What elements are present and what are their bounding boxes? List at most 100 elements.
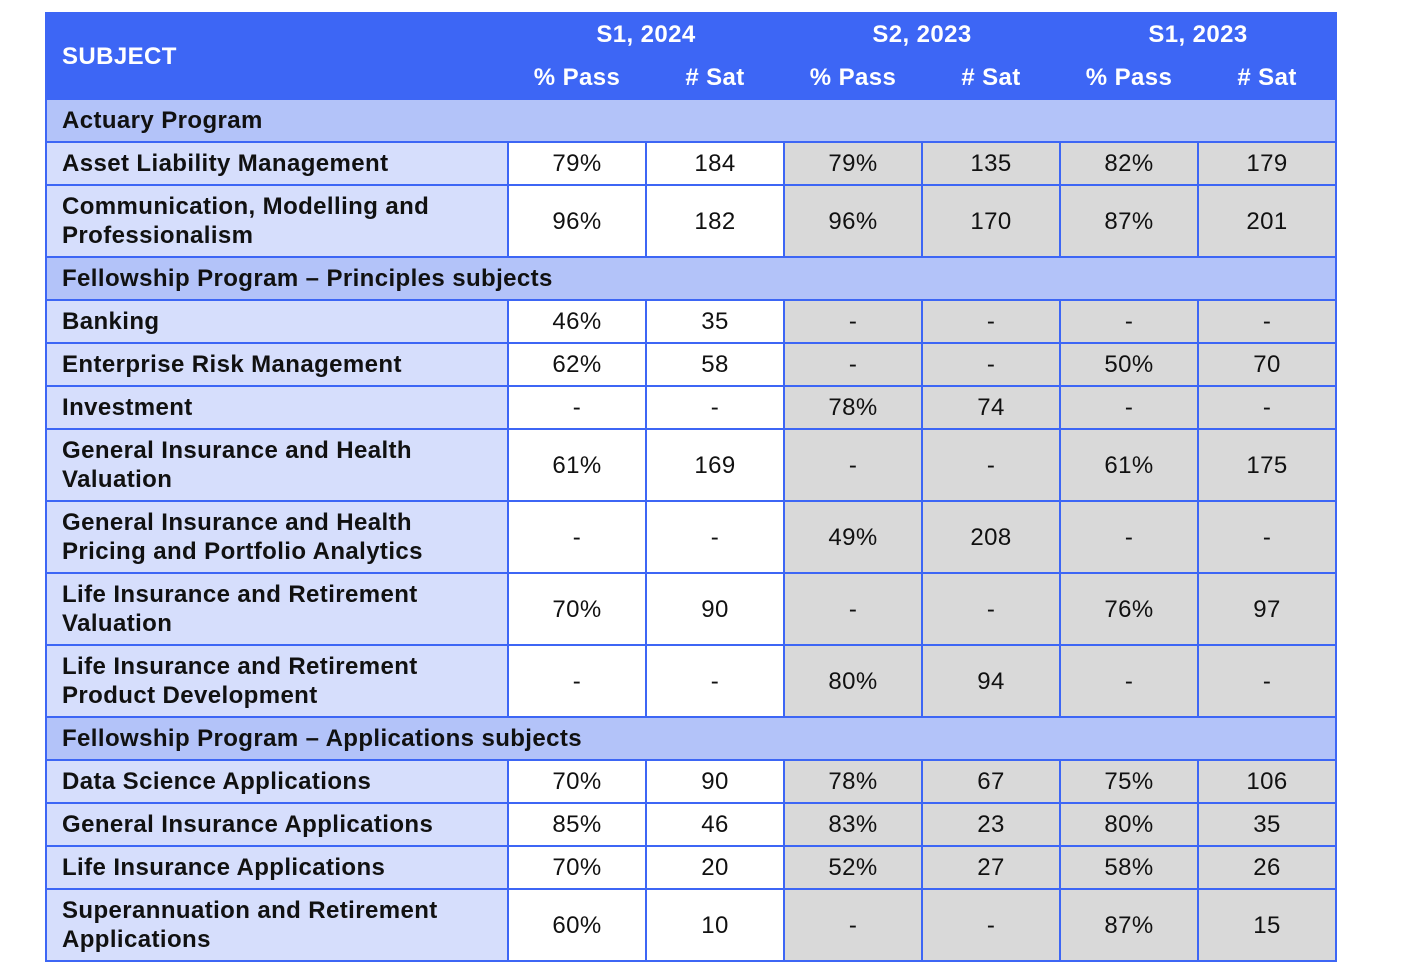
- value-cell: -: [921, 428, 1062, 502]
- value-cell: 23: [921, 802, 1062, 847]
- section-title: Fellowship Program – Applications subjec…: [44, 716, 1338, 761]
- value-cell: 83%: [783, 802, 924, 847]
- value-cell: 74: [921, 385, 1062, 430]
- subject-cell: Life Insurance and Retirement Valuation: [45, 572, 509, 646]
- column-header: # Sat: [921, 55, 1062, 100]
- value-cell: -: [921, 299, 1062, 344]
- value-cell: 80%: [783, 644, 924, 718]
- value-cell: 90: [644, 572, 786, 646]
- subject-name: Life Insurance Applications: [62, 854, 386, 881]
- value-cell: -: [1059, 500, 1200, 574]
- value-cell: 82%: [1059, 141, 1200, 186]
- value-cell: 87%: [1059, 888, 1200, 962]
- value-cell: -: [921, 342, 1062, 387]
- value-cell: 94: [921, 644, 1062, 718]
- subject-name: General Insurance Applications: [62, 811, 434, 838]
- value-cell: -: [783, 888, 924, 962]
- value-cell: -: [644, 500, 786, 574]
- value-cell: -: [1059, 299, 1200, 344]
- results-table: SUBJECT S1, 2024 S2, 2023 S1, 2023 % Pass #…: [44, 12, 1338, 962]
- column-header: % Pass: [783, 55, 924, 100]
- value-cell: 58: [644, 342, 786, 387]
- subject-name: Life Insurance and Retirement Product De…: [62, 653, 418, 709]
- value-cell: 20: [644, 845, 786, 890]
- value-cell: 15: [1197, 888, 1338, 962]
- value-cell: 61%: [507, 428, 647, 502]
- period-header: S1, 2023: [1059, 12, 1338, 57]
- header-row: % Pass # Sat% Pass # Sat% Pass # Sat: [46, 55, 1338, 100]
- section-title: Actuary Program: [44, 98, 1338, 143]
- value-cell: -: [1197, 385, 1338, 430]
- data-row: Communication, Modelling and Professiona…: [45, 184, 1338, 258]
- value-cell: 96%: [783, 184, 924, 258]
- subject-cell: Communication, Modelling and Professiona…: [45, 184, 509, 258]
- value-cell: -: [783, 299, 924, 344]
- value-cell: 70%: [507, 572, 647, 646]
- value-cell: 208: [921, 500, 1062, 574]
- column-header: % Pass: [1059, 55, 1200, 100]
- subject-name: Superannuation and Retirement Applicatio…: [62, 897, 438, 953]
- subject-name: Investment: [62, 394, 193, 421]
- value-cell: 10: [644, 888, 786, 962]
- value-cell: 201: [1197, 184, 1338, 258]
- data-row: Superannuation and Retirement Applicatio…: [45, 888, 1338, 962]
- value-cell: -: [1059, 644, 1200, 718]
- value-cell: 70: [1197, 342, 1338, 387]
- subject-name: Enterprise Risk Management: [62, 351, 402, 378]
- section-title: Fellowship Program – Principles subjects: [44, 256, 1338, 301]
- value-cell: 27: [921, 845, 1062, 890]
- data-row: Life Insurance and Retirement Valuation 7…: [45, 572, 1338, 646]
- subject-cell: Data Science Applications: [45, 759, 509, 804]
- value-cell: 85%: [507, 802, 647, 847]
- value-cell: 76%: [1059, 572, 1200, 646]
- subject-cell: General Insurance Applications: [45, 802, 509, 847]
- value-cell: 52%: [783, 845, 924, 890]
- value-cell: -: [507, 500, 647, 574]
- subject-cell: Life Insurance and Retirement Product De…: [45, 644, 509, 718]
- data-row: Enterprise Risk Management 62% 58- -50% 70: [45, 342, 1338, 387]
- subject-cell: Investment: [45, 385, 509, 430]
- value-cell: -: [783, 428, 924, 502]
- value-cell: 179: [1197, 141, 1338, 186]
- subject-cell: Banking: [45, 299, 509, 344]
- value-cell: 135: [921, 141, 1062, 186]
- value-cell: -: [507, 385, 647, 430]
- subject-name: General Insurance and Health Valuation: [62, 437, 412, 493]
- value-cell: 175: [1197, 428, 1338, 502]
- value-cell: 184: [644, 141, 786, 186]
- value-cell: 90: [644, 759, 786, 804]
- data-row: Data Science Applications 70% 90 78% 67 75% 10…: [45, 759, 1338, 804]
- value-cell: -: [644, 385, 786, 430]
- data-row: General Insurance Applications 85% 46 83% 23…: [45, 802, 1338, 847]
- value-cell: 46: [644, 802, 786, 847]
- table-header: SUBJECT S1, 2024 S2, 2023 S1, 2023 % Pass #…: [45, 12, 1338, 100]
- value-cell: 35: [644, 299, 786, 344]
- value-cell: 97: [1197, 572, 1338, 646]
- value-cell: 58%: [1059, 845, 1200, 890]
- subject-header: SUBJECT: [45, 12, 509, 100]
- section-row: Fellowship Program – Applications subjec…: [44, 716, 1338, 761]
- column-header: % Pass: [507, 55, 647, 100]
- column-header: # Sat: [644, 55, 786, 100]
- data-row: Banking 46% 35- - - -: [45, 299, 1338, 344]
- value-cell: -: [644, 644, 786, 718]
- value-cell: -: [921, 888, 1062, 962]
- value-cell: 70%: [507, 759, 647, 804]
- section-row: Fellowship Program – Principles subjects: [44, 256, 1338, 301]
- value-cell: 80%: [1059, 802, 1200, 847]
- value-cell: 70%: [507, 845, 647, 890]
- data-row: Life Insurance Applications 70% 20 52% 27 58%…: [45, 845, 1338, 890]
- value-cell: 26: [1197, 845, 1338, 890]
- value-cell: 96%: [507, 184, 647, 258]
- value-cell: 106: [1197, 759, 1338, 804]
- subject-name: General Insurance and Health Pricing and…: [62, 509, 423, 565]
- value-cell: 49%: [783, 500, 924, 574]
- value-cell: 61%: [1059, 428, 1200, 502]
- subject-cell: General Insurance and Health Pricing and…: [45, 500, 509, 574]
- value-cell: -: [1197, 500, 1338, 574]
- value-cell: 62%: [507, 342, 647, 387]
- value-cell: 50%: [1059, 342, 1200, 387]
- value-cell: 79%: [507, 141, 647, 186]
- value-cell: 67: [921, 759, 1062, 804]
- data-row: Asset Liability Management 79% 184 79% 135 82…: [45, 141, 1338, 186]
